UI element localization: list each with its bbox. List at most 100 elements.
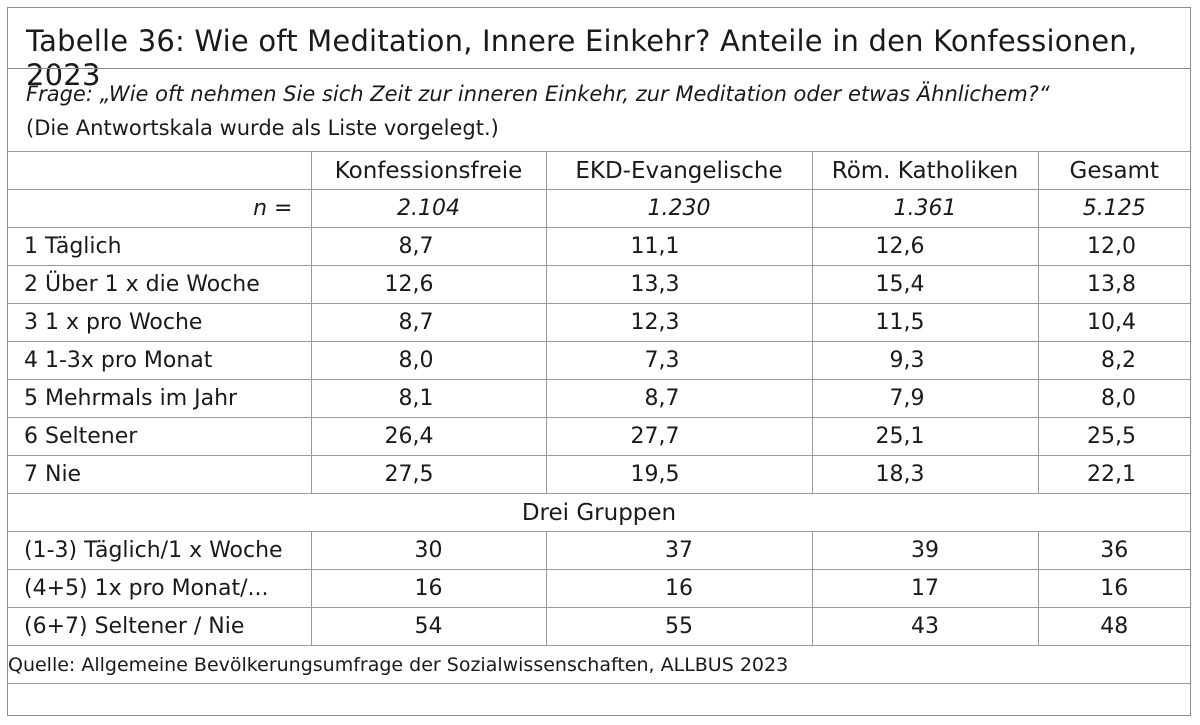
value-text: 8,1 — [398, 386, 434, 411]
column-header: EKD-Evangelische — [545, 151, 813, 190]
value-cell: 18,3 — [811, 455, 1039, 494]
value-text: 12,0 — [1087, 234, 1136, 259]
value-cell: 11,1 — [545, 227, 813, 266]
value-text: 9,3 — [889, 348, 925, 373]
value-cell: 8,7 — [310, 227, 547, 266]
table-row: 5 Mehrmals im Jahr 8,1 8,7 7,9 8,0 — [8, 379, 1190, 418]
group-value-cell: 30 — [310, 531, 547, 570]
group-value-cell: 17 — [811, 569, 1039, 608]
value-cell: 12,0 — [1037, 227, 1190, 266]
table-row: 1 Täglich 8,7 11,1 12,6 12,0 — [8, 227, 1190, 266]
value-text: 25,1 — [875, 424, 925, 449]
value-cell: 8,0 — [310, 341, 547, 380]
value-cell: 12,6 — [811, 227, 1039, 266]
n-value: 1.361 — [811, 189, 1039, 228]
value-text: 12,3 — [630, 310, 680, 335]
value-text: 10,4 — [1087, 310, 1136, 335]
value-cell: 15,4 — [811, 265, 1039, 304]
note-text: (Die Antwortskala wurde als Liste vorgel… — [26, 116, 499, 140]
value-text: 26,4 — [384, 424, 434, 449]
value-text: 12,6 — [875, 234, 925, 259]
value-cell: 10,4 — [1037, 303, 1190, 342]
group-value-cell: 55 — [545, 607, 813, 646]
value-cell: 27,5 — [310, 455, 547, 494]
table-row: 7 Nie 27,5 19,5 18,3 22,1 — [8, 455, 1190, 494]
group-label: (4+5) 1x pro Monat/... — [8, 569, 312, 608]
value-text: 8,7 — [398, 310, 434, 335]
value-text: 11,1 — [630, 234, 680, 259]
column-header: Konfessionsfreie — [310, 151, 547, 190]
group-value-cell: 39 — [811, 531, 1039, 570]
value-text: 22,1 — [1087, 462, 1136, 487]
value-text: 27,7 — [630, 424, 680, 449]
group-value-cell: 37 — [545, 531, 813, 570]
group-value-cell: 36 — [1037, 531, 1190, 570]
value-text: 19,5 — [630, 462, 680, 487]
value-text: 8,0 — [1101, 386, 1136, 411]
n-value: 5.125 — [1037, 189, 1190, 228]
value-cell: 12,3 — [545, 303, 813, 342]
n-label: n = — [8, 189, 312, 228]
row-label: 3 1 x pro Woche — [8, 303, 312, 342]
value-text: 11,5 — [875, 310, 925, 335]
value-text: 13,8 — [1087, 272, 1136, 297]
value-cell: 11,5 — [811, 303, 1039, 342]
table-title: Tabelle 36: Wie oft Meditation, Innere E… — [26, 24, 1138, 92]
value-text: 8,7 — [644, 386, 680, 411]
value-cell: 7,9 — [811, 379, 1039, 418]
value-text: 27,5 — [384, 462, 434, 487]
value-cell: 12,6 — [310, 265, 547, 304]
value-cell: 9,3 — [811, 341, 1039, 380]
value-cell: 25,1 — [811, 417, 1039, 456]
value-cell: 8,0 — [1037, 379, 1190, 418]
table-frame: Tabelle 36: Wie oft Meditation, Innere E… — [7, 7, 1191, 716]
value-cell: 8,2 — [1037, 341, 1190, 380]
group-row: (4+5) 1x pro Monat/... 16 16 17 16 — [8, 569, 1190, 608]
n-value: 2.104 — [310, 189, 547, 228]
group-value-cell: 54 — [310, 607, 547, 646]
data-table: Konfessionsfreie EKD-Evangelische Röm. K… — [8, 151, 1190, 684]
divider — [8, 68, 1190, 69]
value-cell: 25,5 — [1037, 417, 1190, 456]
group-value-cell: 16 — [310, 569, 547, 608]
value-cell: 8,1 — [310, 379, 547, 418]
value-text: 8,7 — [398, 234, 434, 259]
value-text: 7,9 — [889, 386, 925, 411]
source-row: Quelle: Allgemeine Bevölkerungsumfrage d… — [8, 645, 1190, 684]
group-value-cell: 43 — [811, 607, 1039, 646]
value-cell: 26,4 — [310, 417, 547, 456]
table-row: 2 Über 1 x die Woche 12,6 13,3 15,4 13,8 — [8, 265, 1190, 304]
group-heading: Drei Gruppen — [8, 493, 1190, 532]
value-text: 8,2 — [1101, 348, 1136, 373]
source-text: Quelle: Allgemeine Bevölkerungsumfrage d… — [8, 645, 1190, 684]
value-text: 12,6 — [384, 272, 434, 297]
value-text: 13,3 — [630, 272, 680, 297]
value-cell: 8,7 — [545, 379, 813, 418]
row-label: 2 Über 1 x die Woche — [8, 265, 312, 304]
header-row: Konfessionsfreie EKD-Evangelische Röm. K… — [8, 151, 1190, 190]
row-label: 7 Nie — [8, 455, 312, 494]
value-text: 8,0 — [398, 348, 434, 373]
value-text: 7,3 — [644, 348, 680, 373]
value-text: 25,5 — [1087, 424, 1136, 449]
row-label: 4 1-3x pro Monat — [8, 341, 312, 380]
value-cell: 27,7 — [545, 417, 813, 456]
group-value-cell: 48 — [1037, 607, 1190, 646]
n-value: 1.230 — [545, 189, 813, 228]
value-text: 18,3 — [875, 462, 925, 487]
row-label: 5 Mehrmals im Jahr — [8, 379, 312, 418]
value-cell: 19,5 — [545, 455, 813, 494]
group-heading-row: Drei Gruppen — [8, 493, 1190, 532]
row-label: 1 Täglich — [8, 227, 312, 266]
column-header: Gesamt — [1037, 151, 1190, 190]
value-text: 15,4 — [875, 272, 925, 297]
value-cell: 22,1 — [1037, 455, 1190, 494]
table-row: 6 Seltener 26,4 27,7 25,1 25,5 — [8, 417, 1190, 456]
header-empty-cell — [8, 151, 312, 190]
group-value-cell: 16 — [545, 569, 813, 608]
value-cell: 7,3 — [545, 341, 813, 380]
group-row: (6+7) Seltener / Nie 54 55 43 48 — [8, 607, 1190, 646]
table-row: 3 1 x pro Woche 8,7 12,3 11,5 10,4 — [8, 303, 1190, 342]
n-row: n = 2.104 1.230 1.361 5.125 — [8, 189, 1190, 228]
group-value-cell: 16 — [1037, 569, 1190, 608]
